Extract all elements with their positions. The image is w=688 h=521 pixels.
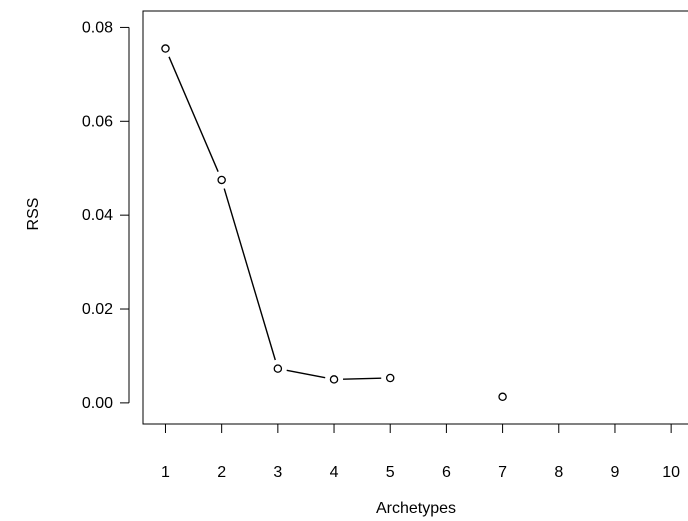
y-tick-label: 0.00: [82, 395, 113, 412]
x-tick-label: 4: [330, 464, 339, 481]
y-tick-label: 0.08: [82, 19, 113, 36]
x-tick-label: 6: [442, 464, 451, 481]
rss-series-points: [161, 44, 507, 402]
x-tick-label: 9: [611, 464, 620, 481]
x-tick-label: 5: [386, 464, 395, 481]
rss-series-line: [168, 56, 382, 380]
x-tick-label: 7: [498, 464, 507, 481]
series-segment: [223, 188, 276, 361]
y-tick-label: 0.04: [82, 207, 113, 224]
data-point: [385, 373, 395, 383]
series-segment: [286, 369, 326, 379]
data-point: [161, 44, 170, 53]
x-tick-label: 10: [662, 464, 680, 481]
x-tick-label: 2: [217, 464, 226, 481]
data-point: [329, 375, 339, 384]
data-point: [217, 175, 226, 185]
series-segment: [168, 56, 219, 172]
y-tick-label: 0.02: [82, 301, 113, 318]
y-axis: 0.00 0.02 0.04 0.06 0.08: [82, 19, 130, 412]
data-point: [498, 392, 507, 402]
series-segment: [343, 377, 382, 380]
y-tick-label: 0.06: [82, 113, 113, 130]
x-tick-label: 3: [273, 464, 282, 481]
plot-frame-group: [142, 10, 688, 425]
y-axis-title: RSS: [25, 198, 42, 231]
x-axis: 1 2 3 4 5 6 7 8 9 10: [161, 423, 680, 481]
x-tick-label: 8: [554, 464, 563, 481]
data-point: [273, 364, 283, 373]
plot-frame: [142, 10, 688, 425]
x-axis-title: Archetypes: [376, 500, 456, 517]
x-tick-label: 1: [161, 464, 170, 481]
